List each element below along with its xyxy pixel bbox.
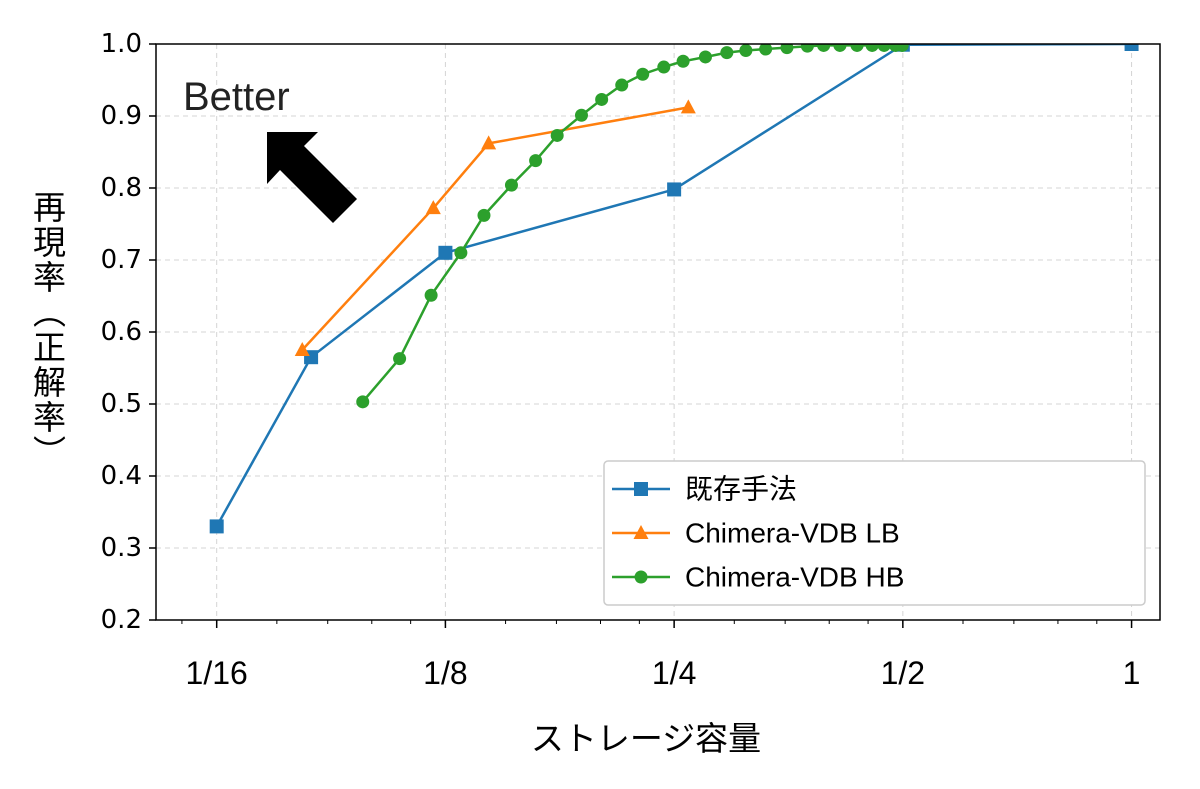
y-tick-label: 0.9 (101, 101, 142, 131)
y-axis-label: 再現率（正解率） (28, 190, 67, 470)
better-annotation: Better (183, 75, 290, 119)
data-point (680, 99, 696, 114)
legend-marker (633, 525, 649, 539)
data-point (636, 67, 650, 81)
data-point (481, 135, 497, 150)
data-point (425, 200, 441, 215)
y-tick-label: 1.0 (101, 29, 142, 59)
data-point (698, 50, 712, 64)
axis-ticks: 0.2 0.3 0.4 0.5 0.6 0.7 0.8 0.9 1.0 1/16 1/8 1/4 1/2… (101, 29, 1141, 691)
x-tick-label: 1/2 (881, 655, 925, 691)
y-tick-label: 0.5 (101, 389, 142, 419)
data-point (1124, 44, 1139, 51)
y-tick-label: 0.7 (101, 245, 142, 275)
x-axis-label: ストレージ容量 (531, 719, 761, 758)
legend: 既存手法 Chimera-VDB LB Chimera-VDB HB (603, 460, 1146, 606)
data-point (739, 44, 753, 57)
legend-frame (603, 460, 1146, 606)
y-tick-label: 0.8 (101, 173, 142, 203)
data-point (817, 44, 831, 52)
x-tick-label: 1/4 (652, 655, 696, 691)
legend-label: Chimera-VDB HB (685, 562, 904, 593)
y-tick-label: 0.2 (101, 605, 142, 635)
legend-label: Chimera-VDB LB (685, 518, 900, 549)
data-point (667, 182, 682, 197)
data-point (574, 108, 588, 122)
data-point (833, 44, 847, 52)
data-point (720, 46, 734, 60)
data-point (759, 44, 773, 56)
data-point (877, 44, 891, 52)
series-line (301, 106, 689, 351)
y-axis-label-text: 再現率（正解率） (28, 190, 67, 470)
data-point (393, 352, 407, 366)
legend-marker (634, 570, 648, 584)
x-tick-label: 1/16 (186, 655, 248, 691)
data-point (595, 92, 609, 106)
data-point (454, 246, 468, 260)
series-1 (294, 99, 696, 356)
data-point (615, 78, 629, 92)
data-point (529, 154, 543, 168)
data-point (424, 288, 438, 302)
y-tick-label: 0.3 (101, 533, 142, 563)
data-point (850, 44, 864, 52)
data-point (800, 44, 814, 53)
data-point (865, 44, 879, 52)
y-tick-label: 0.4 (101, 461, 142, 491)
legend-label: 既存手法 (685, 474, 797, 505)
series-line (361, 44, 903, 403)
data-point (209, 519, 224, 534)
data-point (294, 342, 310, 356)
data-point (676, 54, 690, 68)
data-point (657, 60, 671, 74)
x-tick-label: 1 (1123, 655, 1141, 691)
data-point (438, 245, 453, 260)
y-tick-label: 0.6 (101, 317, 142, 347)
data-point (356, 395, 370, 409)
better-arrow-icon (267, 132, 357, 223)
legend-marker (634, 482, 648, 496)
data-point (504, 178, 518, 192)
data-point (477, 208, 491, 222)
data-point (895, 44, 909, 52)
series-2 (356, 44, 909, 409)
data-point (550, 128, 564, 142)
data-point (780, 44, 794, 55)
x-tick-label: 1/8 (423, 655, 467, 691)
